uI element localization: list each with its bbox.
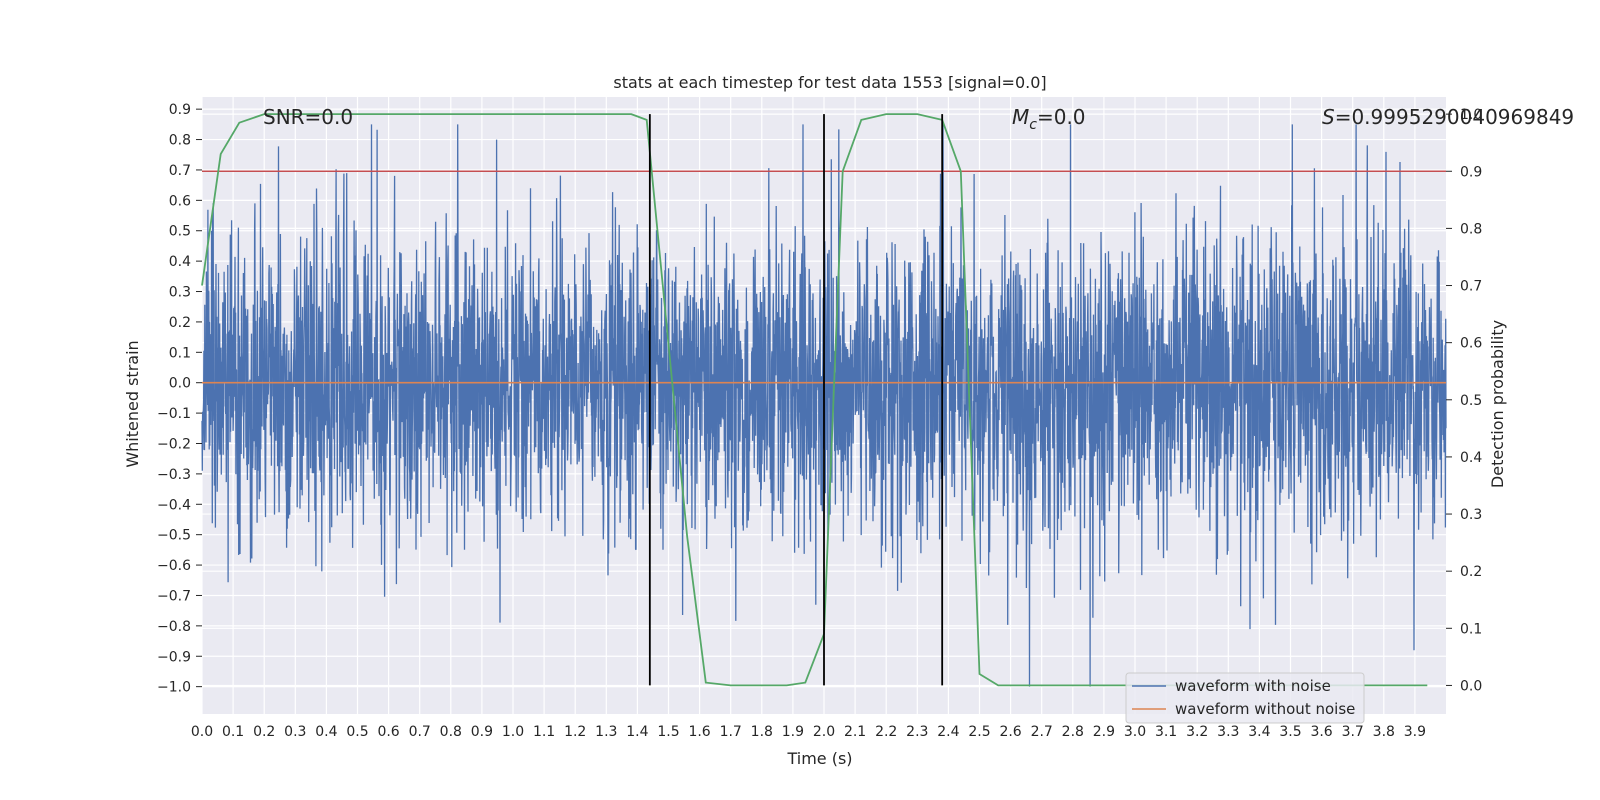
chirp-mass-annotation: Mc=0.0 bbox=[1012, 105, 1086, 133]
y-tick-label: 0.3 bbox=[169, 285, 191, 301]
s-value: =0.9995290040969849 bbox=[1335, 105, 1574, 129]
x-tick-label: 3.2 bbox=[1186, 724, 1208, 740]
y-tick-label: 0.7 bbox=[169, 163, 191, 179]
x-tick-label: 2.3 bbox=[906, 724, 928, 740]
x-tick-label: 1.5 bbox=[657, 724, 679, 740]
x-tick-label: 1.3 bbox=[595, 724, 617, 740]
x-tick-label: 2.6 bbox=[999, 724, 1021, 740]
x-tick-label: 2.1 bbox=[844, 724, 866, 740]
x-tick-label: 1.9 bbox=[782, 724, 804, 740]
x-tick-label: 0.2 bbox=[253, 724, 275, 740]
x-tick-label: 3.1 bbox=[1155, 724, 1177, 740]
x-axis-label: Time (s) bbox=[786, 749, 852, 768]
mc-subscript: c bbox=[1029, 117, 1037, 133]
s-symbol: S bbox=[1322, 105, 1335, 129]
s-annotation: S=0.9995290040969849 bbox=[1322, 105, 1574, 129]
x-tick-label: 0.7 bbox=[409, 724, 431, 740]
x-tick-label: 1.1 bbox=[533, 724, 555, 740]
x-tick-label: 2.7 bbox=[1031, 724, 1053, 740]
y-tick-label: −0.5 bbox=[157, 528, 191, 544]
x-tick-label: 3.7 bbox=[1342, 724, 1364, 740]
y2-tick-label: 0.8 bbox=[1460, 221, 1482, 237]
y2-tick-label: 0.0 bbox=[1460, 678, 1482, 694]
x-tick-label: 2.0 bbox=[813, 724, 835, 740]
y2-tick-label: 0.3 bbox=[1460, 507, 1482, 523]
series-line-detection-probability bbox=[201, 113, 1428, 687]
y-tick-label: 0.4 bbox=[169, 254, 191, 270]
x-tick-label: 3.5 bbox=[1279, 724, 1301, 740]
y-tick-label: −0.4 bbox=[157, 497, 191, 513]
y-tick-label: −1.0 bbox=[157, 680, 191, 696]
x-tick-label: 1.4 bbox=[626, 724, 648, 740]
y-tick-label: 0.0 bbox=[169, 376, 191, 392]
legend-entry-waveform-with-noise: waveform with noise bbox=[1175, 677, 1331, 695]
x-tick-label: 0.5 bbox=[346, 724, 368, 740]
legend-entry-waveform-without-noise: waveform without noise bbox=[1175, 700, 1355, 718]
snr-annotation: SNR=0.0 bbox=[263, 105, 353, 129]
legend-box bbox=[1125, 672, 1365, 724]
legend: waveform with noise waveform without noi… bbox=[1125, 672, 1365, 724]
event-vertical-lines bbox=[648, 114, 944, 686]
chart-title: stats at each timestep for test data 155… bbox=[613, 73, 1046, 92]
y2-axis-ticks: 1.0 0.9 0.8 0.7 0.6 0.5 0.4 0.3 0.2 0.1 0.0 bbox=[1446, 107, 1482, 694]
x-tick-label: 0.3 bbox=[284, 724, 306, 740]
x-tick-label: 2.4 bbox=[937, 724, 959, 740]
x-tick-label: 1.8 bbox=[751, 724, 773, 740]
y2-axis-label: Detection probability bbox=[1488, 320, 1507, 488]
y-tick-label: 0.8 bbox=[169, 133, 191, 149]
y2-tick-label: 0.9 bbox=[1460, 164, 1482, 180]
y-axis-ticks: 0.9 0.8 0.7 0.6 0.5 0.4 0.3 0.2 0.1 0.0 −0.1 −0.2 −0… bbox=[157, 102, 202, 696]
x-tick-label: 2.5 bbox=[968, 724, 990, 740]
x-tick-label: 2.8 bbox=[1062, 724, 1084, 740]
mc-value: =0.0 bbox=[1037, 105, 1086, 129]
y2-tick-label: 0.5 bbox=[1460, 393, 1482, 409]
mc-symbol: M bbox=[1012, 105, 1029, 129]
y-tick-label: −0.8 bbox=[157, 619, 191, 635]
y-axis-label: Whitened strain bbox=[123, 340, 142, 467]
y2-tick-label: 0.2 bbox=[1460, 564, 1482, 580]
x-tick-label: 3.3 bbox=[1217, 724, 1239, 740]
x-axis-ticks: 0.0 0.1 0.2 0.3 0.4 0.5 0.6 0.7 0.8 0.9 1.0 1.1 1.2 1… bbox=[191, 724, 1426, 740]
y-tick-label: −0.9 bbox=[157, 649, 191, 665]
y2-tick-label: 0.6 bbox=[1460, 336, 1482, 352]
x-tick-label: 0.9 bbox=[471, 724, 493, 740]
x-tick-label: 3.9 bbox=[1404, 724, 1426, 740]
y-tick-label: 0.9 bbox=[169, 102, 191, 118]
x-tick-label: 2.9 bbox=[1093, 724, 1115, 740]
x-tick-label: 1.7 bbox=[720, 724, 742, 740]
y-tick-label: −0.1 bbox=[157, 406, 191, 422]
y-tick-label: 0.2 bbox=[169, 315, 191, 331]
x-tick-label: 2.2 bbox=[875, 724, 897, 740]
x-tick-label: 0.4 bbox=[315, 724, 337, 740]
y-tick-label: 0.5 bbox=[169, 224, 191, 240]
x-tick-label: 1.2 bbox=[564, 724, 586, 740]
y-tick-label: −0.7 bbox=[157, 588, 191, 604]
x-tick-label: 3.4 bbox=[1248, 724, 1270, 740]
x-tick-label: 3.6 bbox=[1310, 724, 1332, 740]
x-tick-label: 1.6 bbox=[688, 724, 710, 740]
y-tick-label: −0.2 bbox=[157, 436, 191, 452]
y2-tick-label: 0.7 bbox=[1460, 279, 1482, 295]
y-tick-label: 0.1 bbox=[169, 345, 191, 361]
y-tick-label: −0.6 bbox=[157, 558, 191, 574]
y2-tick-label: 0.4 bbox=[1460, 450, 1482, 466]
x-tick-label: 0.0 bbox=[191, 724, 213, 740]
y-tick-label: −0.3 bbox=[157, 467, 191, 483]
x-tick-label: 0.8 bbox=[440, 724, 462, 740]
x-tick-label: 3.8 bbox=[1373, 724, 1395, 740]
x-tick-label: 1.0 bbox=[502, 724, 524, 740]
y-tick-label: 0.6 bbox=[169, 193, 191, 209]
y2-tick-label: 1.0 bbox=[1460, 107, 1482, 123]
y2-tick-label: 0.1 bbox=[1460, 621, 1482, 637]
x-tick-label: 3.0 bbox=[1124, 724, 1146, 740]
x-tick-label: 0.6 bbox=[377, 724, 399, 740]
x-tick-label: 0.1 bbox=[222, 724, 244, 740]
